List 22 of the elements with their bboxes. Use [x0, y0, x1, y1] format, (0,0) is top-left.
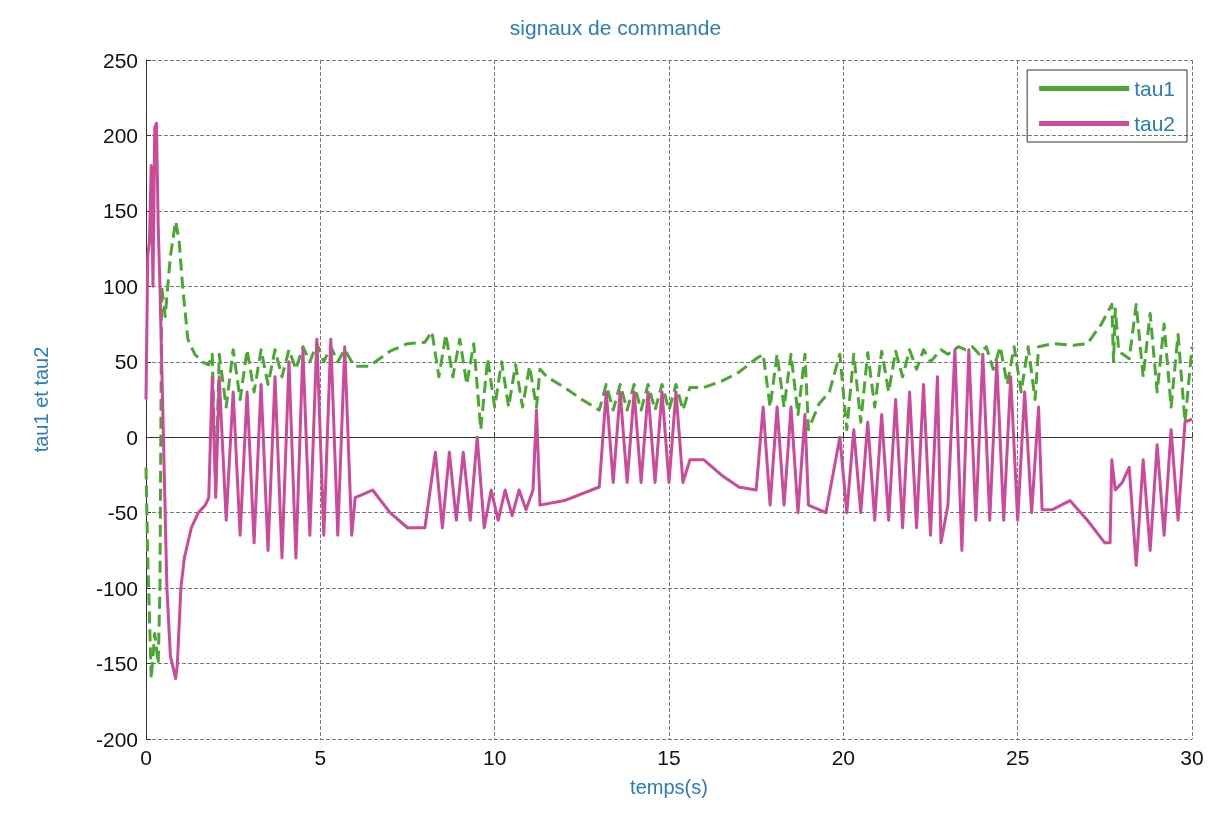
- x-tick-label: 25: [1005, 746, 1030, 769]
- y-tick-label: 50: [114, 350, 138, 374]
- x-tick-label: 30: [1180, 746, 1204, 769]
- legend-label: tau2: [1134, 112, 1175, 135]
- y-tick-label: 0: [126, 425, 138, 449]
- legend-label: tau1: [1134, 77, 1175, 100]
- y-tick-label: 200: [102, 123, 138, 147]
- y-tick-label: 150: [102, 199, 138, 223]
- x-tick-label: 5: [314, 746, 327, 769]
- y-tick-label: 100: [102, 274, 138, 298]
- y-tick-label: -150: [95, 652, 138, 676]
- y-axis-title: tau1 et tau2: [30, 346, 52, 453]
- y-tick-label: -200: [95, 727, 138, 751]
- x-tick-label: 10: [482, 746, 507, 769]
- y-tick-label: 250: [102, 48, 138, 72]
- y-tick-label: -50: [107, 501, 138, 525]
- x-tick-label: 0: [140, 746, 152, 769]
- x-tick-label: 15: [657, 746, 681, 769]
- x-axis-title: temps(s): [630, 776, 708, 798]
- x-tick-label: 20: [831, 746, 856, 769]
- y-tick-label: -100: [95, 576, 138, 600]
- chart-title: signaux de commande: [509, 16, 722, 39]
